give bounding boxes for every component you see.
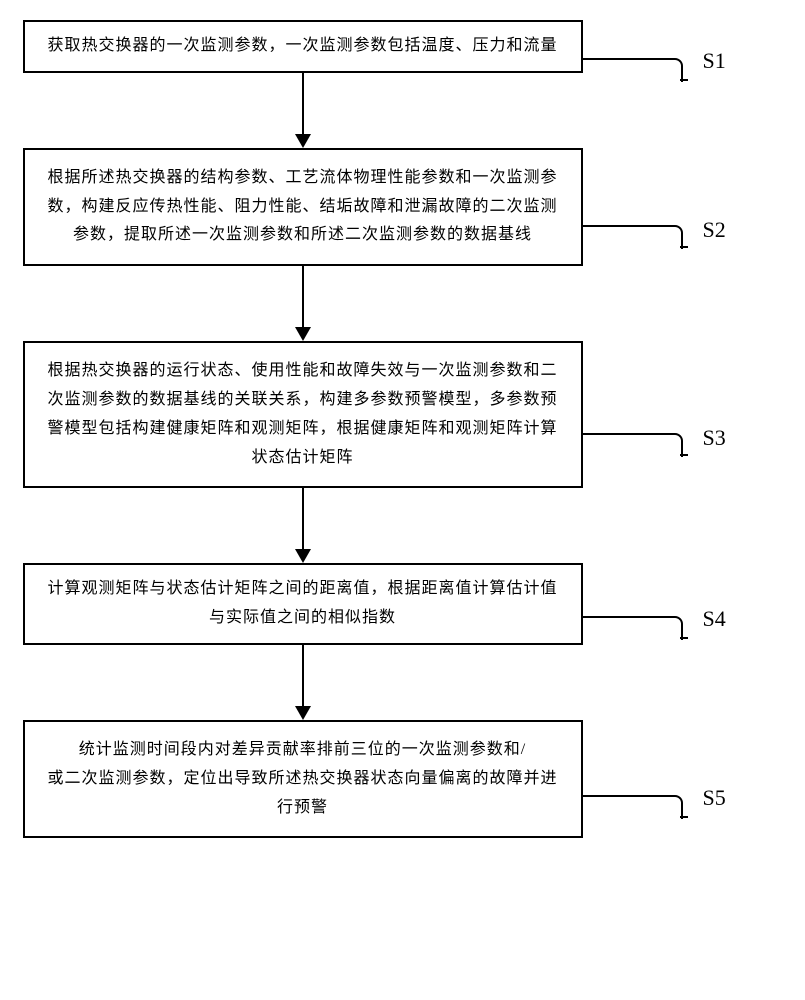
arrow-head-icon	[295, 549, 311, 563]
step-box-s3: 根据热交换器的运行状态、使用性能和故障失效与一次监测参数和二次监测参数的数据基线…	[23, 341, 583, 488]
step-row-s3: 根据热交换器的运行状态、使用性能和故障失效与一次监测参数和二次监测参数的数据基线…	[23, 341, 783, 488]
bracket-stub	[680, 637, 688, 639]
arrow-s3-s4	[63, 488, 543, 563]
step-row-s4: 计算观测矩阵与状态估计矩阵之间的距离值，根据距离值计算估计值与实际值之间的相似指…	[23, 563, 783, 645]
step-label-s5: S5	[703, 785, 726, 811]
arrow-s1-s2	[63, 73, 543, 148]
step-box-s4: 计算观测矩阵与状态估计矩阵之间的距离值，根据距离值计算估计值与实际值之间的相似指…	[23, 563, 583, 645]
bracket-stub	[680, 816, 688, 818]
step-label-s2: S2	[703, 217, 726, 243]
step-label-s4: S4	[703, 606, 726, 632]
arrow-s2-s3	[63, 266, 543, 341]
step-text: 获取热交换器的一次监测参数，一次监测参数包括温度、压力和流量	[47, 37, 557, 54]
arrow-s4-s5	[63, 645, 543, 720]
bracket-stub	[680, 454, 688, 456]
step-row-s2: 根据所述热交换器的结构参数、工艺流体物理性能参数和一次监测参数，构建反应传热性能…	[23, 148, 783, 266]
step-label-s1: S1	[703, 48, 726, 74]
step-row-s5: 统计监测时间段内对差异贡献率排前三位的一次监测参数和/ 或二次监测参数，定位出导…	[23, 720, 783, 838]
bracket-stub	[680, 79, 688, 81]
step-text: 根据热交换器的运行状态、使用性能和故障失效与一次监测参数和二次监测参数的数据基线…	[47, 362, 557, 465]
step-label-s3: S3	[703, 425, 726, 451]
step-row-s1: 获取热交换器的一次监测参数，一次监测参数包括温度、压力和流量 S1	[23, 20, 783, 73]
bracket-curve	[581, 433, 683, 457]
arrow-line	[302, 488, 304, 550]
bracket-stub	[680, 246, 688, 248]
arrow-head-icon	[295, 327, 311, 341]
arrow-line	[302, 645, 304, 707]
arrow-head-icon	[295, 706, 311, 720]
step-box-s5: 统计监测时间段内对差异贡献率排前三位的一次监测参数和/ 或二次监测参数，定位出导…	[23, 720, 583, 838]
step-text: 根据所述热交换器的结构参数、工艺流体物理性能参数和一次监测参数，构建反应传热性能…	[47, 169, 557, 244]
step-text: 计算观测矩阵与状态估计矩阵之间的距离值，根据距离值计算估计值与实际值之间的相似指…	[47, 580, 557, 626]
step-box-s2: 根据所述热交换器的结构参数、工艺流体物理性能参数和一次监测参数，构建反应传热性能…	[23, 148, 583, 266]
arrow-line	[302, 266, 304, 328]
bracket-curve	[581, 795, 683, 819]
bracket-curve	[581, 225, 683, 249]
step-text: 统计监测时间段内对差异贡献率排前三位的一次监测参数和/ 或二次监测参数，定位出导…	[47, 741, 557, 816]
arrow-line	[302, 73, 304, 135]
flowchart-container: 获取热交换器的一次监测参数，一次监测参数包括温度、压力和流量 S1 根据所述热交…	[23, 20, 783, 838]
arrow-head-icon	[295, 134, 311, 148]
bracket-curve	[581, 616, 683, 640]
bracket-curve	[581, 58, 683, 82]
step-box-s1: 获取热交换器的一次监测参数，一次监测参数包括温度、压力和流量	[23, 20, 583, 73]
